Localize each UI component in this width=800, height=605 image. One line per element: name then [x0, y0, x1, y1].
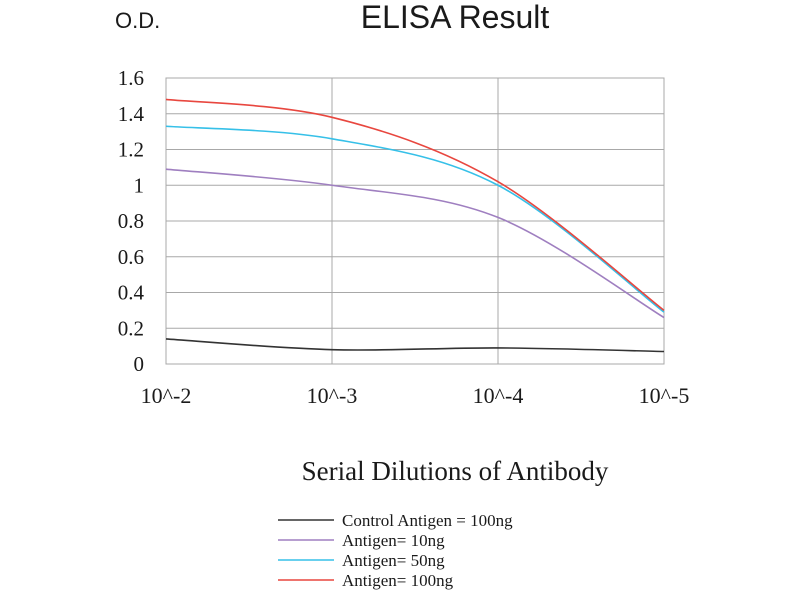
y-tick-label: 0.8	[118, 209, 144, 233]
x-tick-label: 10^-2	[141, 383, 192, 408]
x-tick-label: 10^-5	[639, 383, 690, 408]
y-tick-label: 1.6	[118, 66, 144, 90]
legend-label-4: Antigen= 100ng	[342, 571, 454, 590]
x-tick-label: 10^-4	[473, 383, 524, 408]
x-tick-label: 10^-3	[307, 383, 358, 408]
legend-label-2: Antigen= 10ng	[342, 531, 445, 550]
y-tick-label: 1.2	[118, 138, 144, 162]
y-axis-label: O.D.	[115, 8, 160, 33]
chart-title: ELISA Result	[361, 0, 550, 35]
x-axis-label: Serial Dilutions of Antibody	[302, 456, 609, 486]
grid	[166, 78, 664, 364]
y-tick-label: 0.6	[118, 245, 144, 269]
y-tick-label: 1	[134, 173, 145, 197]
y-tick-label: 0.2	[118, 316, 144, 340]
legend-label-1: Control Antigen = 100ng	[342, 511, 513, 530]
legend-label-3: Antigen= 50ng	[342, 551, 445, 570]
y-tick-label: 1.4	[118, 102, 145, 126]
y-tick-label: 0	[134, 352, 145, 376]
y-tick-label: 0.4	[118, 281, 145, 305]
